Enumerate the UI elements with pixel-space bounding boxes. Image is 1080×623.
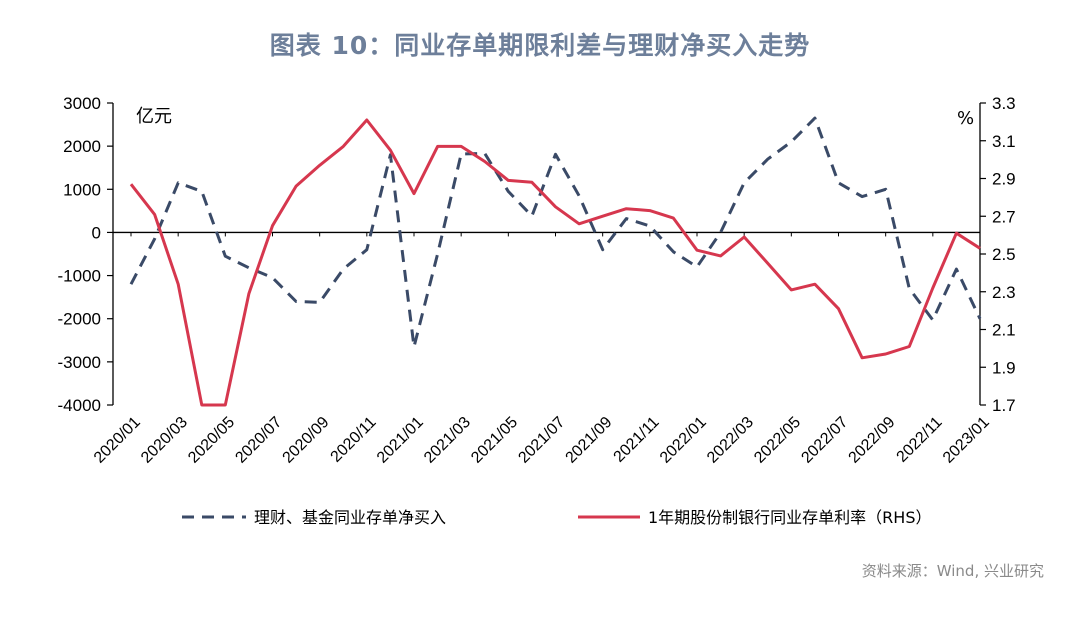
left-tick-label: 2000 [63,137,101,156]
left-tick-label: -3000 [58,353,101,372]
right-tick-label: 2.3 [992,283,1016,302]
right-unit-label: % [957,108,974,129]
right-tick-label: 2.1 [992,321,1016,340]
right-tick-label: 2.5 [992,245,1016,264]
x-tick-label: 2020/07 [232,414,285,467]
x-tick-label: 2020/03 [138,414,191,467]
x-tick-label: 2020/09 [280,414,333,467]
x-tick-label: 2020/05 [185,414,238,467]
x-tick-label: 2021/09 [563,414,616,467]
left-tick-label: 1000 [63,180,101,199]
axes: 3000 2000 1000 0 -1000 -2000 -3000 -4000 3.3 3.1 2… [58,94,1016,467]
x-tick-label: 2022/01 [657,414,710,467]
left-tick-label: -1000 [58,267,101,286]
x-tick-label: 2022/09 [846,414,899,467]
legend: 理财、基金同业存单净买入 1年期股份制银行同业存单利率（RHS） [182,508,932,527]
right-tick-label: 1.9 [992,358,1016,377]
right-tick-label: 1.7 [992,396,1016,415]
legend-label-net-purchase: 理财、基金同业存单净买入 [254,508,446,527]
x-tick-label: 2022/03 [704,414,757,467]
x-tick-label: 2021/05 [468,414,521,467]
x-tick-label: 2021/11 [611,414,663,466]
legend-label-rate: 1年期股份制银行同业存单利率（RHS） [648,508,932,527]
right-tick-label: 2.9 [992,170,1016,189]
right-tick-label: 2.7 [992,207,1016,226]
x-tick-label: 2022/05 [751,414,804,467]
x-tick-label: 2020/11 [328,414,380,466]
left-tick-label: -4000 [58,396,101,415]
x-tick-label: 2022/11 [894,414,946,466]
source-note: 资料来源：Wind, 兴业研究 [861,562,1044,580]
x-tick-label: 2023/01 [940,414,993,467]
x-tick-label: 2021/07 [515,414,568,467]
x-tick-label: 2021/03 [421,414,474,467]
chart-title: 图表 10：同业存单期限利差与理财净买入走势 [269,31,811,60]
x-tick-label: 2021/01 [374,414,427,467]
left-tick-label: 3000 [63,94,101,113]
left-tick-label: -2000 [58,310,101,329]
series-line-rate [129,118,981,407]
left-tick-label: 0 [92,223,101,242]
left-unit-label: 亿元 [136,106,172,127]
right-tick-label: 3.3 [992,94,1016,113]
x-tick-label: 2020/01 [91,414,144,467]
x-tick-label: 2022/07 [798,414,851,467]
chart-marks [129,116,982,407]
right-tick-label: 3.1 [992,132,1016,151]
